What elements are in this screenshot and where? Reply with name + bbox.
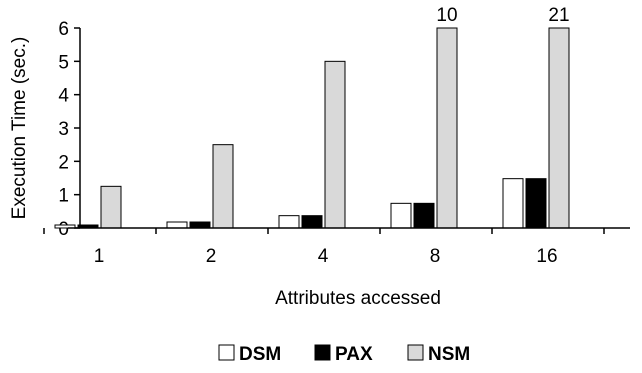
x-axis: 1 2 4 8 16 bbox=[43, 227, 630, 267]
bar-pax-4 bbox=[301, 215, 323, 229]
y-axis: 0 1 2 3 4 5 6 bbox=[58, 19, 81, 240]
y-tick-label: 0 bbox=[58, 219, 69, 240]
bar-nsm-4 bbox=[324, 60, 346, 229]
legend-label-pax: PAX bbox=[335, 344, 373, 365]
bar-value-label: 10 bbox=[436, 5, 457, 26]
bar-nsm-8 bbox=[436, 27, 458, 229]
legend-label-dsm: DSM bbox=[239, 344, 281, 365]
x-tick-label: 16 bbox=[536, 246, 557, 267]
bar-dsm-4 bbox=[278, 215, 300, 229]
bar-dsm-8 bbox=[390, 202, 412, 229]
bar-dsm-1 bbox=[54, 224, 76, 229]
bar-nsm-2 bbox=[212, 144, 234, 229]
bar-pax-8 bbox=[413, 202, 435, 229]
bar-dsm-2 bbox=[166, 221, 188, 229]
bar-pax-2 bbox=[189, 221, 211, 229]
x-tick-label: 4 bbox=[318, 246, 329, 267]
x-axis-title: Attributes accessed bbox=[275, 288, 441, 309]
y-tick-label: 3 bbox=[58, 119, 69, 140]
bar-pax-16 bbox=[525, 178, 547, 229]
legend-swatch-dsm bbox=[218, 344, 235, 361]
bar-nsm-16 bbox=[548, 27, 570, 229]
legend-swatch-nsm bbox=[407, 344, 424, 361]
annotations: 10 21 bbox=[436, 5, 569, 26]
y-axis-title: Execution Time (sec.) bbox=[9, 37, 30, 220]
bar-nsm-1 bbox=[100, 185, 122, 229]
legend-label-nsm: NSM bbox=[428, 344, 470, 365]
y-tick-label: 6 bbox=[58, 19, 69, 40]
bars bbox=[54, 27, 570, 229]
legend-swatch-pax bbox=[314, 344, 331, 361]
x-tick-label: 1 bbox=[94, 246, 105, 267]
y-tick-label: 4 bbox=[58, 86, 69, 107]
bar-dsm-16 bbox=[502, 178, 524, 229]
bar-value-label: 21 bbox=[548, 5, 569, 26]
x-tick-label: 2 bbox=[206, 246, 217, 267]
x-tick-label: 8 bbox=[430, 246, 441, 267]
y-tick-label: 5 bbox=[58, 52, 69, 73]
y-tick-label: 1 bbox=[58, 186, 69, 207]
y-tick-label: 2 bbox=[58, 152, 69, 173]
legend: DSM PAX NSM bbox=[218, 344, 470, 365]
